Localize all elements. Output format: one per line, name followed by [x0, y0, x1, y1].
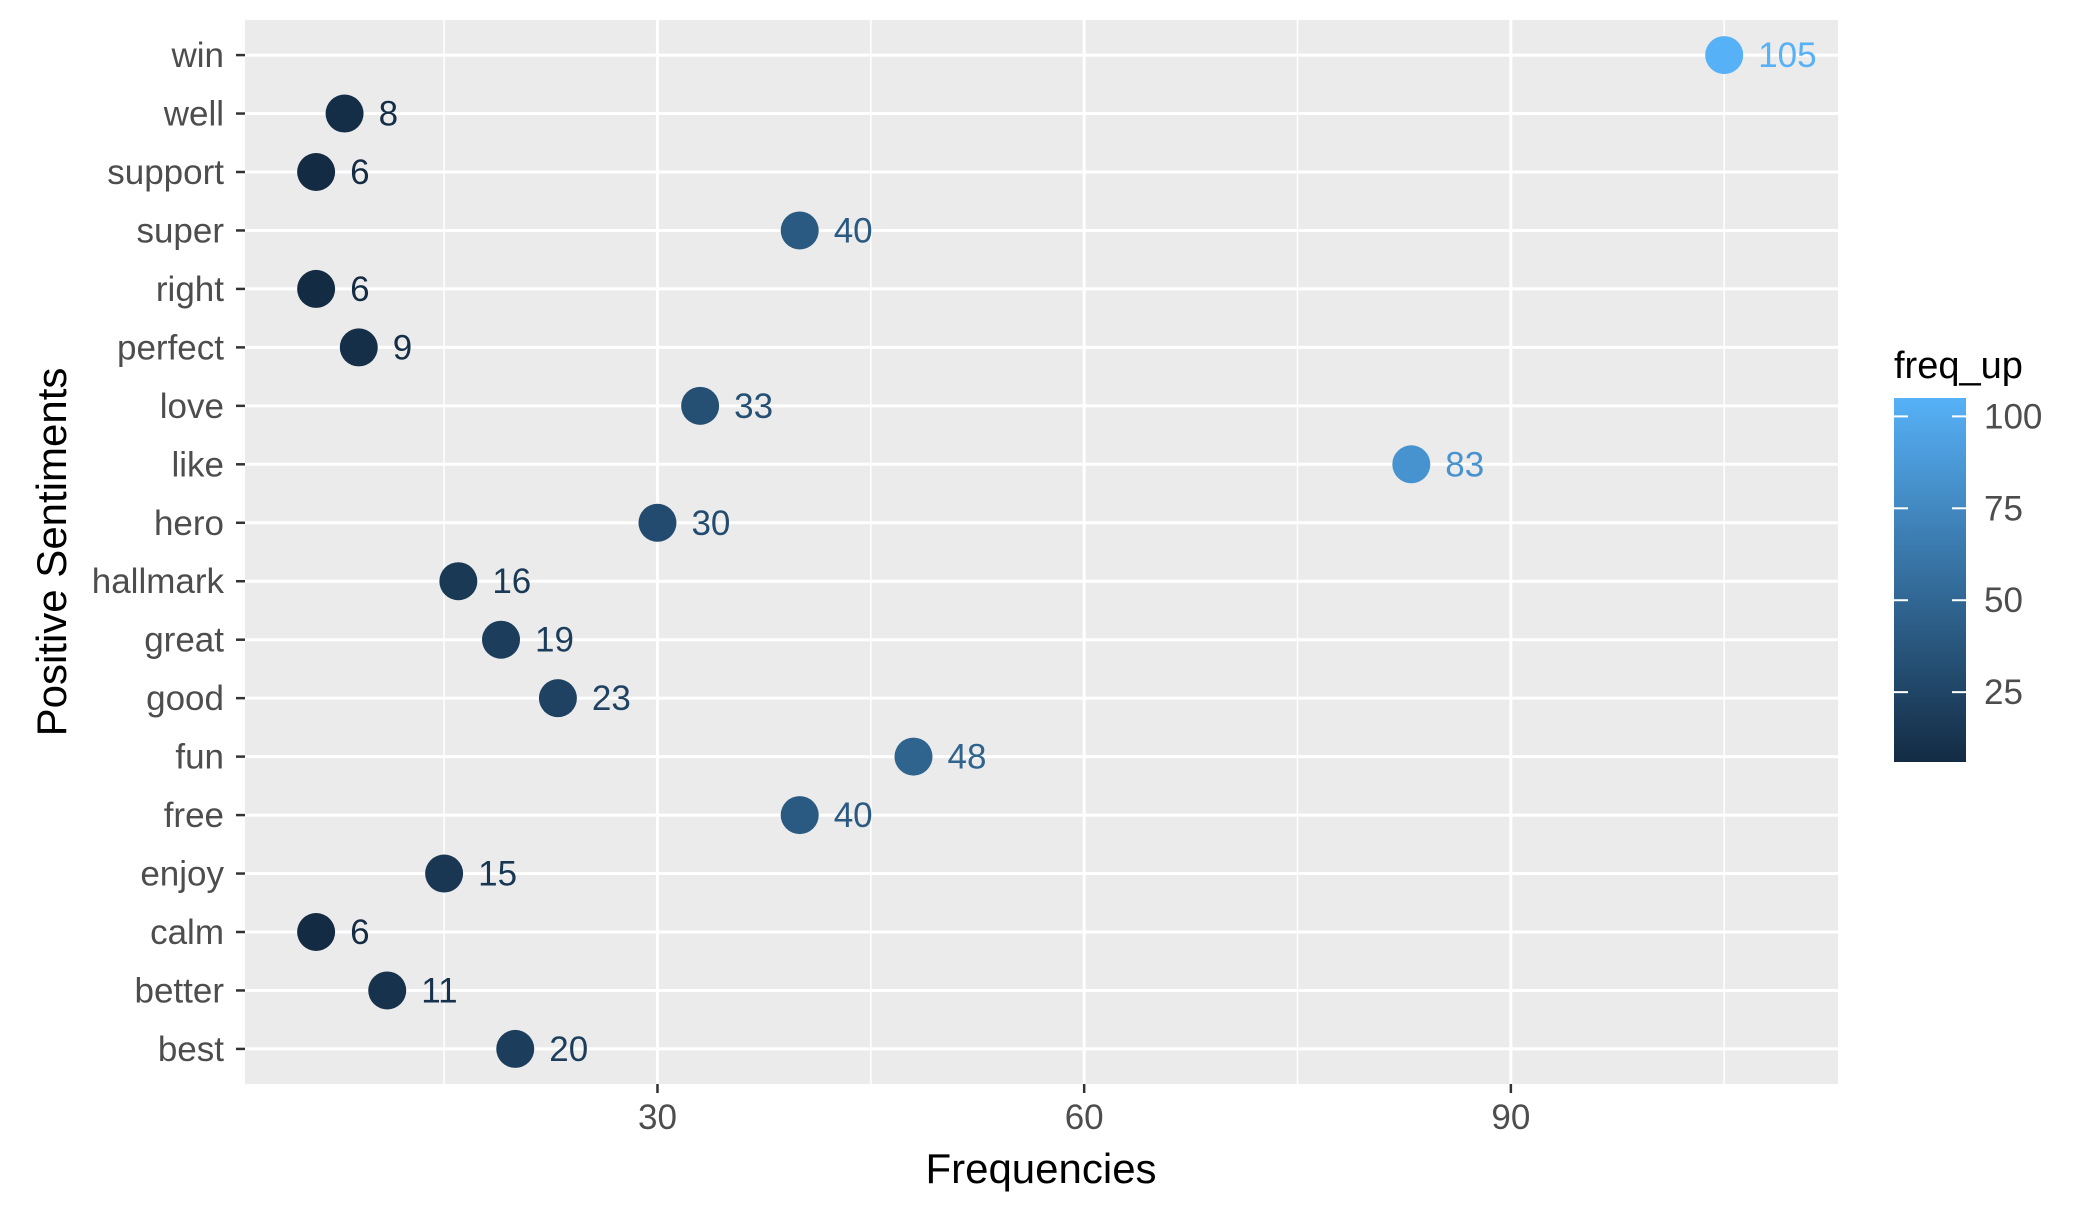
data-point — [780, 796, 819, 835]
data-label: 33 — [734, 387, 773, 426]
y-tick-label: like — [171, 445, 224, 484]
data-point — [538, 679, 577, 718]
color-legend: freq_up 25 50 75 100 — [1894, 345, 2042, 762]
legend-title: freq_up — [1894, 345, 2023, 387]
y-tick-label: well — [163, 95, 224, 134]
data-point — [482, 620, 521, 659]
y-tick-label: enjoy — [140, 855, 224, 894]
data-label: 83 — [1445, 445, 1484, 484]
data-point — [1705, 36, 1744, 75]
legend-tick-label: 75 — [1984, 489, 2023, 528]
y-tick-label: fun — [175, 738, 224, 777]
y-axis-title: Positive Sentiments — [28, 368, 75, 737]
data-point — [297, 153, 336, 191]
legend-ticks: 25 50 75 100 — [1894, 397, 2042, 712]
data-label: 8 — [379, 95, 398, 134]
data-point — [425, 854, 464, 893]
x-axis-title: Frequencies — [925, 1145, 1156, 1192]
data-point — [439, 562, 478, 601]
y-tick-label: hallmark — [92, 562, 225, 601]
data-label: 15 — [478, 855, 517, 894]
grid-lines — [245, 20, 1838, 1084]
legend-colorbar — [1894, 398, 1966, 762]
data-label: 16 — [492, 562, 531, 601]
y-tick-label: hero — [154, 504, 224, 543]
data-point — [780, 211, 819, 250]
data-point — [368, 971, 407, 1010]
data-label: 19 — [535, 621, 574, 660]
data-point — [339, 328, 378, 367]
data-label: 6 — [350, 913, 369, 952]
y-tick-label: super — [136, 211, 224, 250]
y-tick-label: best — [158, 1030, 224, 1069]
data-label: 6 — [350, 270, 369, 309]
y-tick-label: win — [170, 36, 224, 75]
x-axis: 30 60 90 — [638, 1084, 1530, 1137]
data-points — [297, 36, 1744, 1068]
data-label: 30 — [691, 504, 730, 543]
x-tick-label: 90 — [1491, 1098, 1530, 1137]
y-tick-label: calm — [150, 913, 224, 952]
y-tick-label: right — [156, 270, 224, 309]
data-label: 48 — [947, 738, 986, 777]
y-axis: win well support super right perfect love like h… — [92, 36, 245, 1069]
y-tick-label: love — [160, 387, 224, 426]
legend-tick-label: 100 — [1984, 397, 2042, 436]
legend-tick-label: 25 — [1984, 673, 2023, 712]
data-label: 23 — [592, 679, 631, 718]
data-label: 105 — [1758, 36, 1816, 75]
data-label: 40 — [834, 796, 873, 835]
y-tick-label: great — [144, 621, 224, 660]
data-point — [297, 269, 336, 308]
data-point — [297, 913, 336, 951]
y-tick-label: good — [146, 679, 224, 718]
y-tick-label: support — [107, 153, 224, 192]
x-tick-label: 60 — [1065, 1098, 1104, 1137]
data-point — [638, 503, 677, 542]
data-point — [325, 94, 364, 133]
data-label: 6 — [350, 153, 369, 192]
x-tick-label: 30 — [638, 1098, 677, 1137]
data-label: 40 — [834, 211, 873, 250]
data-point — [1392, 445, 1431, 484]
data-point — [681, 386, 720, 425]
data-label: 11 — [421, 971, 457, 1010]
legend-tick-label: 50 — [1984, 581, 2023, 620]
data-point — [496, 1029, 535, 1068]
plot-panel — [245, 20, 1838, 1084]
y-tick-label: better — [135, 971, 225, 1010]
data-label: 9 — [393, 328, 412, 367]
y-tick-label: free — [164, 796, 224, 835]
data-point — [894, 737, 933, 776]
data-label: 20 — [549, 1030, 588, 1069]
y-tick-label: perfect — [117, 328, 224, 367]
